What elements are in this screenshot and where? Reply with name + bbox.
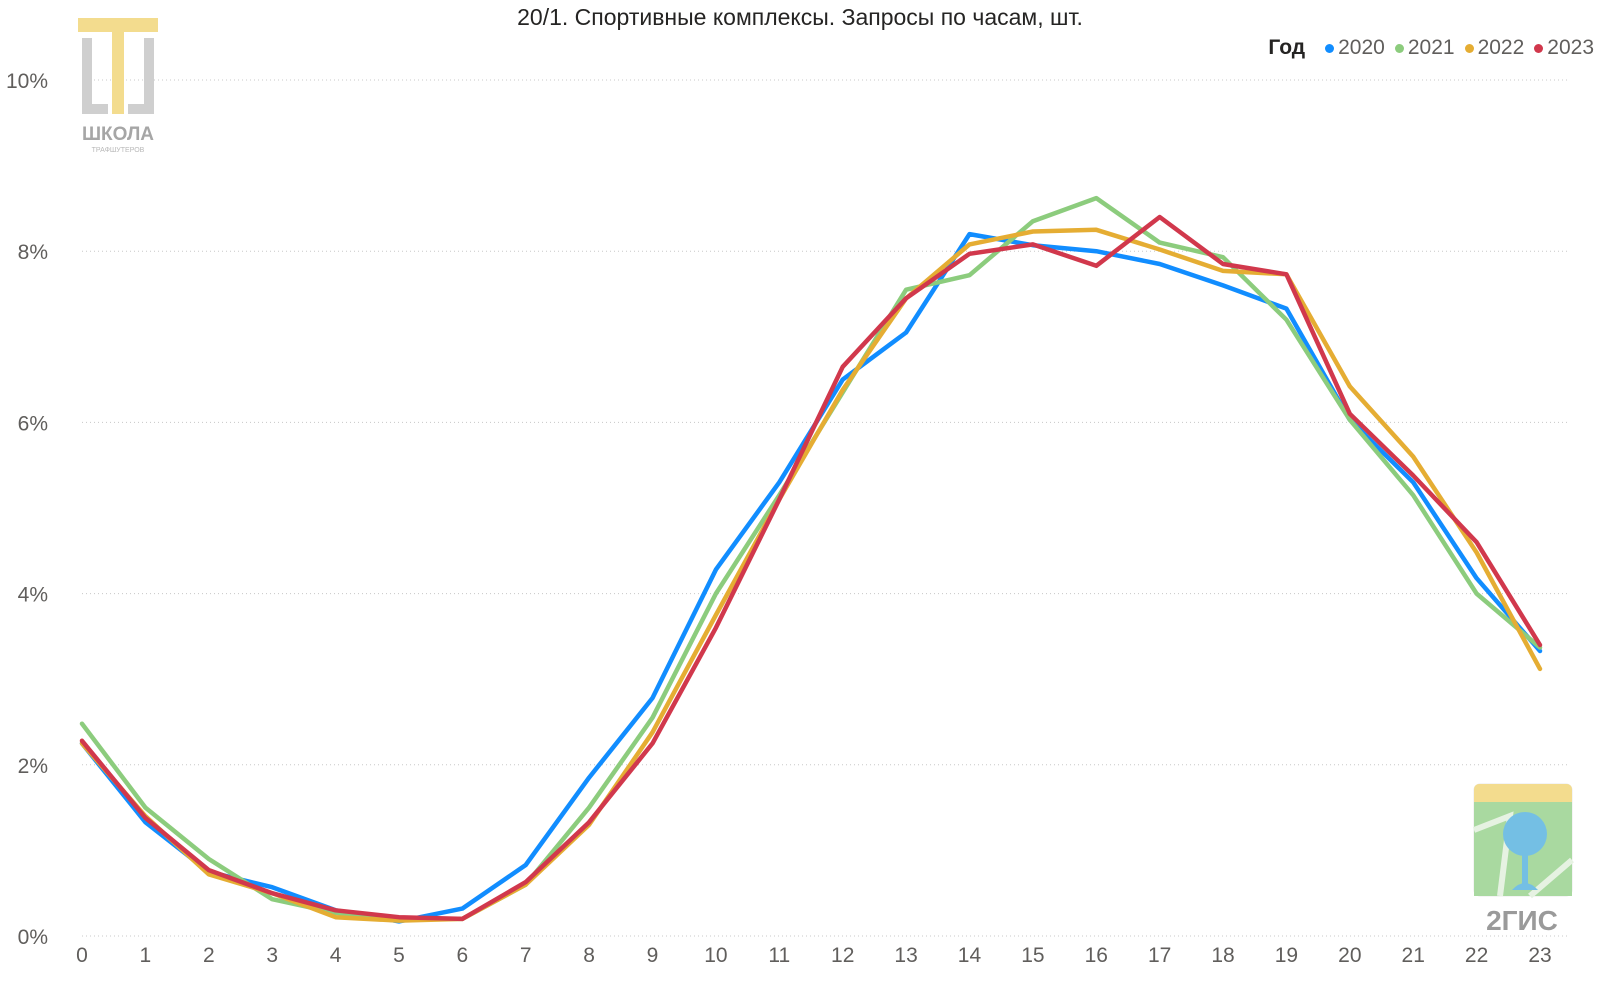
x-tick-label: 21	[1402, 944, 1425, 967]
x-tick-label: 15	[1021, 944, 1044, 967]
x-tick-label: 14	[958, 944, 982, 967]
x-tick-label: 12	[831, 944, 854, 967]
legend-item-2023[interactable]: 2023	[1534, 36, 1594, 60]
legend-item-2022[interactable]: 2022	[1464, 36, 1525, 60]
legend-label-2021: 2021	[1407, 36, 1455, 59]
series-line-2021[interactable]	[79, 195, 1543, 922]
series-lines	[79, 195, 1543, 924]
x-tick-label: 20	[1338, 944, 1361, 967]
x-tick-label: 13	[894, 944, 917, 967]
2gis-logo-icon: 2ГИС	[1472, 783, 1574, 936]
y-tick-label: 0%	[18, 926, 48, 949]
x-tick-label: 23	[1528, 944, 1551, 967]
y-tick-label: 6%	[18, 412, 48, 435]
x-tick-label: 1	[140, 944, 152, 967]
y-tick-label: 4%	[18, 584, 48, 607]
legend-item-2021[interactable]: 2021	[1394, 36, 1455, 60]
school-logo-text: ШКОЛА	[82, 124, 154, 145]
series-line-2023[interactable]	[79, 214, 1543, 922]
x-tick-label: 0	[76, 944, 88, 967]
x-tick-label: 16	[1085, 944, 1108, 967]
legend-marker-2023	[1534, 43, 1544, 53]
legend-label-2023: 2023	[1547, 36, 1594, 59]
x-tick-label: 4	[330, 944, 342, 967]
x-tick-label: 8	[583, 944, 595, 967]
legend-label-2020: 2020	[1338, 36, 1385, 59]
x-tick-label: 7	[520, 944, 532, 967]
x-axis-tick-labels: 0 1 2 3 4 5 6 7 8 9 10 11 12 13 14 15 16 17 18 19 20 21 22 23	[76, 944, 1552, 967]
legend-title: Год	[1268, 36, 1306, 59]
legend-label-2022: 2022	[1477, 36, 1525, 59]
x-tick-label: 17	[1148, 944, 1171, 967]
legend-marker-2021	[1394, 43, 1404, 53]
x-tick-label: 5	[393, 944, 405, 967]
x-tick-label: 3	[266, 944, 278, 967]
chart-title: 20/1. Спортивные комплексы. Запросы по ч…	[517, 4, 1083, 30]
x-tick-label: 22	[1465, 944, 1488, 967]
y-tick-label: 8%	[18, 241, 48, 264]
x-tick-label: 18	[1211, 944, 1234, 967]
x-tick-label: 10	[704, 944, 727, 967]
school-logo-subtext: ТРАФШУТЕРОВ	[92, 147, 145, 154]
2gis-logo-text: 2ГИС	[1486, 905, 1558, 936]
legend-marker-2022	[1464, 43, 1474, 53]
series-line-2022[interactable]	[79, 227, 1543, 923]
y-tick-label: 10%	[6, 70, 48, 93]
legend-item-2020[interactable]: 2020	[1325, 36, 1385, 60]
x-tick-label: 19	[1275, 944, 1298, 967]
x-tick-label: 6	[457, 944, 469, 967]
legend-marker-2020	[1325, 43, 1335, 53]
school-logo-icon: ШКОЛА ТРАФШУТЕРОВ	[78, 18, 158, 154]
x-tick-label: 2	[203, 944, 215, 967]
x-tick-label: 9	[647, 944, 659, 967]
x-tick-label: 11	[768, 944, 790, 967]
chart-legend[interactable]: Год 2020 2021 2022 2023	[1268, 36, 1594, 60]
y-tick-label: 2%	[18, 755, 48, 778]
grid-layer	[82, 79, 1570, 937]
y-axis-tick-labels: 0% 2% 4% 6% 8% 10%	[6, 70, 48, 949]
